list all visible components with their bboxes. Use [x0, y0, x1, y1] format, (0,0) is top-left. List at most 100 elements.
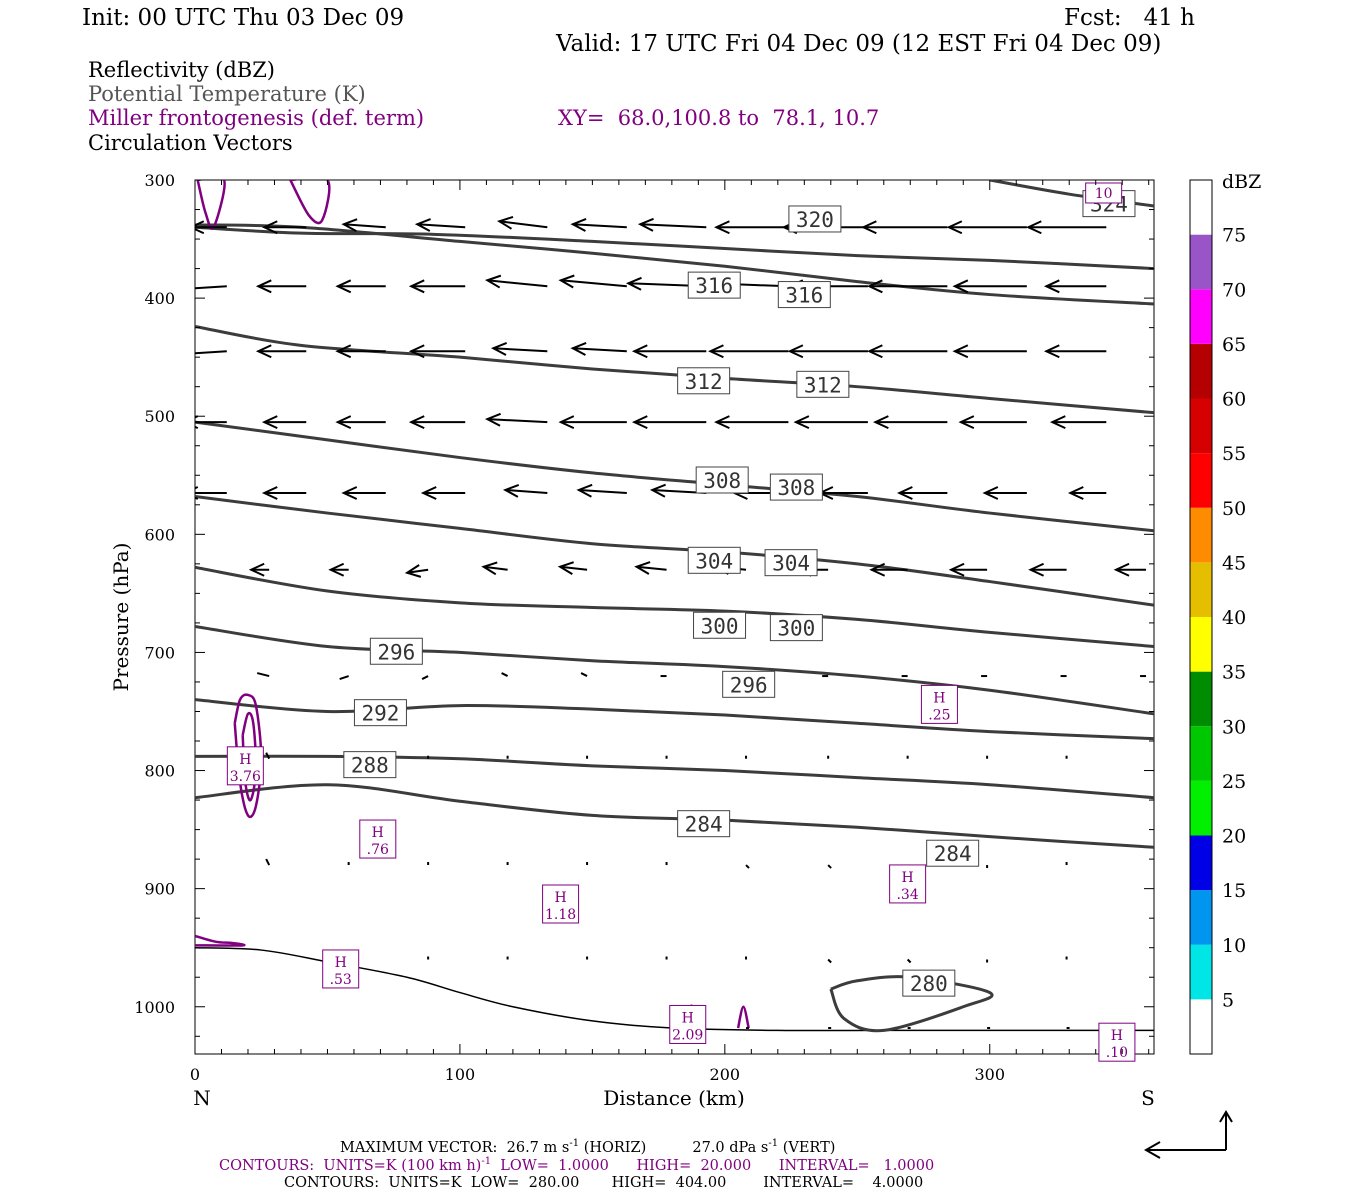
- y-axis-label: Pressure (hPa): [109, 543, 133, 692]
- colorbar-swatch: [1190, 562, 1212, 617]
- vector-head: [952, 344, 969, 359]
- circulation-vector: [557, 561, 588, 576]
- vector-head: [248, 562, 265, 577]
- x-tick-label: 300: [974, 1065, 1005, 1084]
- circulation-vector: [481, 561, 508, 576]
- circulation-vector: [501, 672, 509, 677]
- valid-time: Valid: 17 UTC Fri 04 Dec 09 (12 EST Fri …: [556, 31, 1162, 57]
- vector-shaft: [256, 672, 270, 678]
- vector-shaft: [827, 864, 832, 869]
- colorbar-swatch: [1190, 671, 1212, 727]
- y-tick-label: 800: [144, 762, 175, 781]
- theta-label-box: [764, 549, 818, 577]
- vector-head: [1025, 220, 1042, 235]
- vector-head: [255, 279, 272, 294]
- circulation-vector: [421, 675, 429, 680]
- colorbar-label: 75: [1222, 225, 1246, 247]
- colorbar-swatch: [1190, 234, 1212, 290]
- theta-contour-292: [195, 698, 1154, 741]
- colorbar-swatch: [1190, 726, 1212, 781]
- miller-high-marker: H1.18: [542, 884, 580, 924]
- theta-label-text: 308: [703, 469, 741, 493]
- theta-contour-label: 300: [693, 611, 747, 639]
- vector-head: [1049, 415, 1066, 430]
- circulation-vector: [906, 958, 912, 964]
- vector-shaft: [559, 565, 588, 571]
- vector-head: [341, 218, 358, 233]
- theta-contour-label: 292: [353, 699, 407, 727]
- circulation-vector: [576, 483, 627, 498]
- circulation-vector: [714, 220, 789, 235]
- vector-head: [335, 279, 352, 294]
- colorbar-label: 55: [1222, 443, 1246, 465]
- vector-head: [408, 279, 425, 294]
- legend-miller: Miller frontogenesis (def. term): [88, 106, 425, 130]
- miller-high-box: [1085, 182, 1123, 204]
- theta-contour-label: 280: [902, 969, 956, 997]
- miller-high-box: [322, 949, 360, 989]
- theta-contour-308: [195, 420, 1154, 533]
- colorbar-label: 65: [1222, 334, 1246, 356]
- colorbar-swatch: [1190, 180, 1212, 235]
- vector-shaft: [578, 488, 627, 494]
- theta-label-box: [777, 281, 831, 309]
- circulation-vector: [631, 415, 707, 430]
- vector-head: [179, 347, 192, 359]
- vector-head: [946, 220, 963, 235]
- forecast-hour: Fcst: 41 h: [1064, 5, 1195, 31]
- theta-label-text: 312: [804, 373, 842, 397]
- theta-label-text: 284: [934, 842, 972, 866]
- vector-head: [866, 279, 883, 294]
- miller-high-letter: H: [1111, 1028, 1123, 1044]
- circulation-vector: [708, 344, 789, 359]
- vector-head: [625, 276, 642, 291]
- colorbar-label: 25: [1222, 771, 1246, 793]
- vector-shaft: [636, 565, 667, 571]
- vector-reference-icon: [1143, 1110, 1233, 1159]
- vector-head: [793, 415, 810, 430]
- theta-contour-label: 316: [777, 281, 831, 309]
- theta-label-text: 296: [730, 673, 768, 697]
- theta-label-box: [788, 205, 842, 233]
- colorbar-swatch: [1190, 780, 1212, 836]
- circulation-vector: [827, 864, 832, 869]
- footer-contours-theta: CONTOURS: UNITS=K LOW= 280.00 HIGH= 404.…: [284, 1175, 924, 1191]
- theta-label-box: [369, 637, 423, 665]
- vector-head: [860, 220, 877, 235]
- theta-label-text: 292: [361, 702, 399, 726]
- vector-head: [952, 279, 969, 294]
- theta-contour-label: 308: [695, 466, 749, 494]
- vector-head: [714, 220, 730, 235]
- legend-reflectivity: Reflectivity (dBZ): [88, 58, 276, 82]
- theta-label-text: 296: [377, 640, 415, 664]
- miller-high-value: .53: [330, 972, 352, 988]
- theta-contour-300: [195, 565, 1154, 649]
- colorbar-swatch: [1190, 289, 1212, 344]
- theta-contour-324: [989, 180, 1154, 208]
- miller-high-letter: H: [682, 1010, 694, 1026]
- circulation-vector: [261, 415, 307, 430]
- vector-head: [335, 344, 352, 359]
- circulation-vector: [714, 415, 789, 430]
- circulation-vector: [335, 279, 386, 294]
- circulation-vector: [328, 562, 349, 577]
- circulation-vector: [414, 218, 466, 232]
- colorbar-swatch: [1190, 617, 1212, 672]
- vector-shaft: [487, 418, 548, 424]
- colorbar-label: 45: [1222, 552, 1246, 574]
- vector-head: [708, 344, 724, 359]
- miller-high-value: .10: [1106, 1045, 1128, 1061]
- vector-head: [484, 274, 502, 289]
- vector-head: [634, 561, 651, 575]
- legend-theta: Potential Temperature (K): [88, 82, 366, 106]
- colorbar-label: 35: [1222, 662, 1246, 684]
- circulation-vector: [265, 752, 271, 760]
- miller-high-letter: H: [335, 955, 347, 971]
- theta-label-box: [902, 969, 956, 997]
- theta-label-box: [926, 839, 980, 867]
- colorbar-frame: [1189, 179, 1213, 1055]
- miller-high-value: 1.18: [545, 907, 576, 923]
- circulation-vector: [631, 344, 707, 359]
- theta-label-text: 312: [685, 370, 723, 394]
